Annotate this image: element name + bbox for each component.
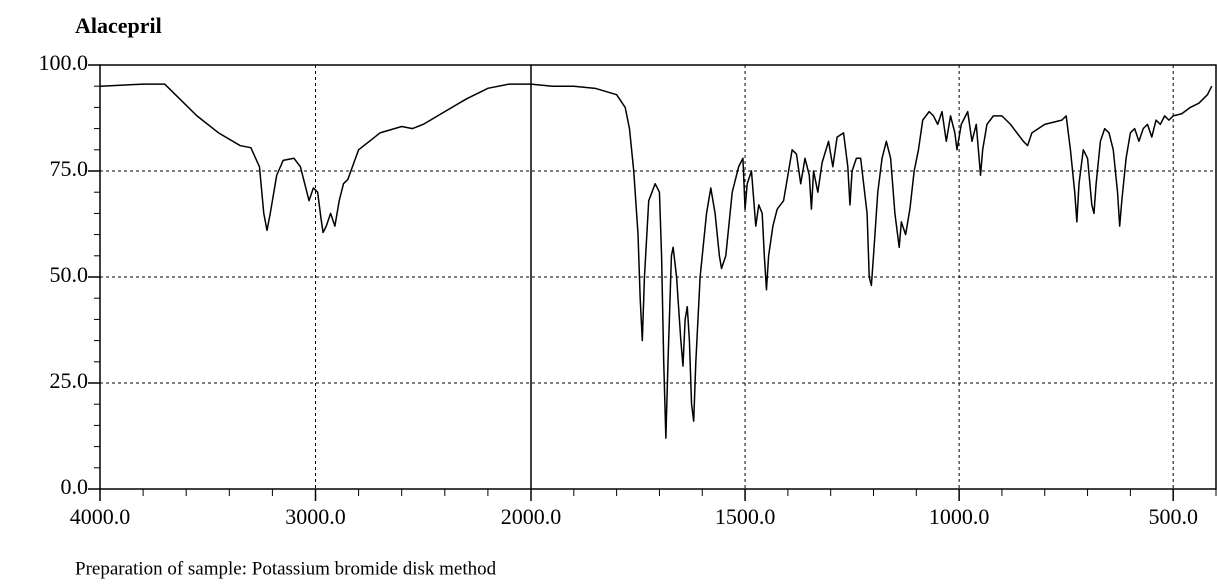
spectrum-line	[100, 83, 1213, 439]
chart-title: Alacepril	[75, 13, 162, 38]
y-tick-label: 75.0	[50, 156, 89, 181]
y-tick-label: 50.0	[50, 262, 89, 287]
x-tick-label: 3000.0	[285, 504, 346, 529]
plot-frame	[99, 64, 1217, 490]
y-tick-label: 100.0	[39, 50, 89, 75]
plot-area	[100, 83, 1213, 439]
x-tick-label: 4000.0	[70, 504, 131, 529]
y-tick-label: 0.0	[61, 474, 89, 499]
x-tick-label: 1500.0	[715, 504, 776, 529]
caption: Preparation of sample: Potassium bromide…	[75, 558, 497, 579]
y-tick-label: 25.0	[50, 368, 89, 393]
x-tick-label: 2000.0	[501, 504, 562, 529]
x-tick-label: 500.0	[1148, 504, 1198, 529]
x-tick-label: 1000.0	[929, 504, 990, 529]
